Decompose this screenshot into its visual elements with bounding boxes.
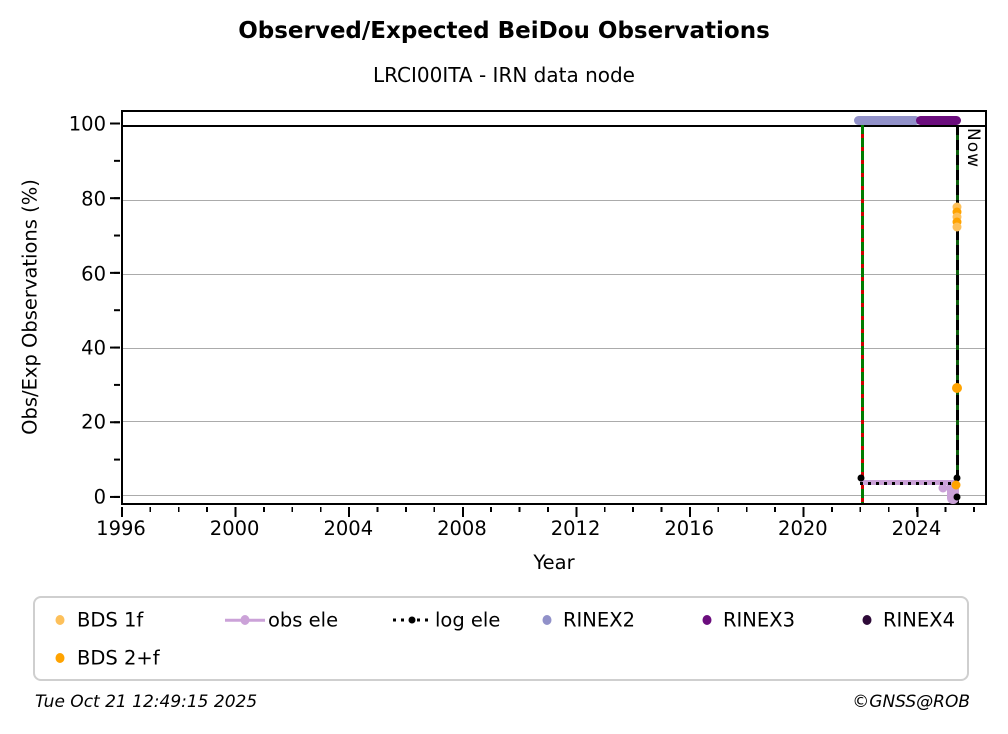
x-tick-2020: 2020 (778, 517, 828, 540)
gridline-0 (123, 494, 985, 497)
x-axis-label: Year (533, 551, 575, 574)
x-tick-2016: 2016 (664, 517, 714, 540)
hline-100-percent (123, 124, 985, 128)
legend-label-rinex3: RINEX3 (723, 608, 795, 632)
plot-timestamp: Tue Oct 21 12:49:15 2025 (35, 692, 258, 712)
log-ele-marker-zero (953, 493, 961, 501)
legend-marker-rinex4 (862, 615, 872, 625)
rinex2-availability-bar (853, 116, 921, 125)
legend-marker-obs-ele-dot (240, 615, 250, 625)
now-line (955, 125, 959, 503)
rinex3-availability-bar (916, 116, 961, 125)
log-ele-marker-start (857, 474, 865, 482)
gridline-80 (123, 199, 985, 202)
x-tick-2000: 2000 (209, 517, 260, 540)
x-tick-2024: 2024 (891, 517, 942, 540)
legend-label-rinex2: RINEX2 (563, 608, 635, 632)
bds-2f-point-29pct (952, 383, 963, 394)
gridline-20 (123, 420, 985, 423)
bds-1f-point (952, 202, 962, 212)
station-start-line (861, 125, 865, 503)
bds-2f-point (952, 217, 962, 227)
legend: BDS 1f obs ele log ele RINEX2 RINEX3 RIN… (33, 596, 969, 681)
y-tick-100: 100 (68, 112, 106, 136)
obs-ele-outlier-point (938, 483, 948, 493)
x-tick-2012: 2012 (550, 517, 601, 540)
log-ele-marker-end (953, 474, 961, 482)
legend-marker-bds-1f (55, 615, 65, 625)
legend-marker-bds-2f (55, 653, 65, 663)
bds-1f-point (952, 212, 962, 222)
copyright-notice: ©GNSS@ROB (852, 692, 970, 712)
gridline-60 (123, 273, 985, 276)
bds-1f-point (952, 222, 962, 232)
legend-label-obs-ele: obs ele (268, 608, 339, 632)
bds-2f-point (952, 207, 962, 217)
x-tick-2008: 2008 (437, 517, 487, 540)
y-tick-40: 40 (81, 336, 106, 360)
log-ele-dotted-line (860, 481, 959, 485)
chart-subtitle: LRCI00ITA - IRN data node (373, 63, 635, 87)
y-tick-0: 0 (93, 485, 106, 509)
plot-area (121, 110, 987, 505)
legend-label-bds-1f: BDS 1f (77, 608, 144, 632)
legend-label-rinex4: RINEX4 (883, 608, 955, 632)
y-tick-60: 60 (81, 262, 106, 286)
legend-marker-log-ele-dot (408, 616, 416, 624)
x-tick-2004: 2004 (323, 517, 374, 540)
legend-label-bds-2f: BDS 2+f (77, 646, 160, 670)
legend-marker-rinex3 (702, 615, 712, 625)
x-tick-1996: 1996 (96, 517, 146, 540)
bds-2f-point-low (951, 480, 961, 490)
y-tick-20: 20 (81, 410, 106, 434)
x-axis-tick-labels: 1996 2000 2004 2008 2012 2016 2020 2024 (96, 517, 987, 545)
now-label: Now (963, 128, 983, 169)
gridline-40 (123, 347, 985, 350)
legend-marker-rinex2 (542, 615, 552, 625)
y-axis-tick-labels: 100 80 60 40 20 0 (50, 110, 106, 509)
y-tick-80: 80 (81, 187, 106, 211)
x-axis-major-ticks (121, 507, 987, 517)
legend-label-log-ele: log ele (435, 608, 501, 632)
y-axis-major-ticks (110, 110, 120, 505)
chart-title: Observed/Expected BeiDou Observations (238, 18, 770, 44)
y-axis-label: Obs/Exp Observations (%) (18, 179, 42, 435)
